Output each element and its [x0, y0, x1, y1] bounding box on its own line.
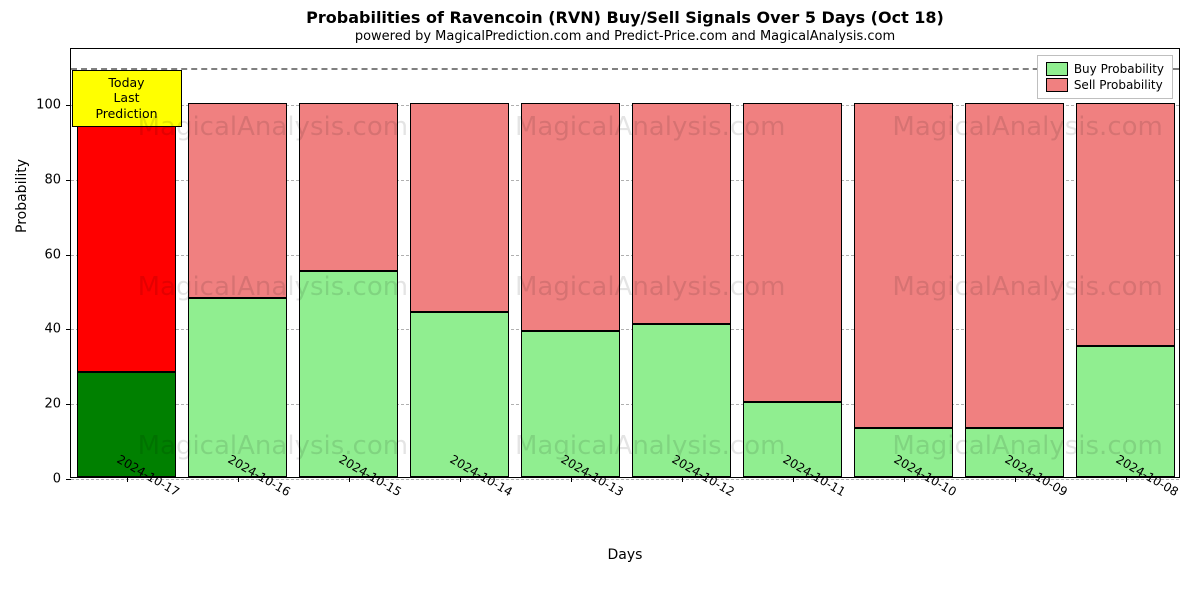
annotation-line1: Today: [81, 75, 173, 91]
annotation-line2: Last Prediction: [81, 90, 173, 121]
ytick-label: 40: [44, 322, 61, 337]
xtick-mark: [904, 477, 905, 482]
buy-bar-segment: [188, 298, 288, 477]
xtick-label: 2024-10-09: [980, 485, 1050, 499]
xtick-label: 2024-10-17: [92, 485, 162, 499]
bar-group: [632, 103, 732, 477]
xtick-label: 2024-10-11: [758, 485, 828, 499]
ytick-mark: [66, 180, 71, 181]
ytick-mark: [66, 105, 71, 106]
xtick-label: 2024-10-12: [647, 485, 717, 499]
bar-group: [299, 103, 399, 477]
xtick-label: 2024-10-14: [425, 485, 495, 499]
bar-group: [965, 103, 1065, 477]
sell-bar-segment: [410, 103, 510, 312]
sell-bar-segment: [632, 103, 732, 324]
bar-group: [188, 103, 288, 477]
xtick-mark: [349, 477, 350, 482]
legend-swatch: [1046, 78, 1068, 92]
buy-bar-segment: [410, 312, 510, 477]
chart-container: Probabilities of Ravencoin (RVN) Buy/Sel…: [0, 0, 1200, 600]
bar-group: [77, 103, 177, 477]
reference-line: [71, 68, 1179, 70]
bar-group: [854, 103, 954, 477]
ytick-label: 100: [36, 98, 61, 113]
bar-group: [521, 103, 621, 477]
ytick-mark: [66, 255, 71, 256]
legend-item: Buy Probability: [1046, 62, 1164, 76]
xtick-mark: [1015, 477, 1016, 482]
today-annotation: TodayLast Prediction: [72, 70, 182, 127]
legend-item: Sell Probability: [1046, 78, 1164, 92]
xtick-label: 2024-10-10: [869, 485, 939, 499]
xtick-mark: [127, 477, 128, 482]
sell-bar-segment: [521, 103, 621, 331]
xtick-mark: [682, 477, 683, 482]
buy-bar-segment: [299, 271, 399, 477]
xtick-label: 2024-10-15: [314, 485, 384, 499]
xtick-label: 2024-10-16: [203, 485, 273, 499]
xtick-mark: [793, 477, 794, 482]
x-axis-label: Days: [608, 547, 643, 563]
ytick-mark: [66, 479, 71, 480]
plot-area: 0204060801002024-10-172024-10-162024-10-…: [70, 48, 1180, 478]
sell-bar-segment: [854, 103, 954, 428]
legend-label: Buy Probability: [1074, 62, 1164, 76]
xtick-mark: [238, 477, 239, 482]
bar-group: [743, 103, 843, 477]
legend: Buy Probability Sell Probability: [1037, 55, 1173, 99]
xtick-label: 2024-10-13: [536, 485, 606, 499]
xtick-label: 2024-10-08: [1091, 485, 1161, 499]
legend-swatch: [1046, 62, 1068, 76]
xtick-mark: [460, 477, 461, 482]
sell-bar-segment: [188, 103, 288, 297]
bar-group: [1076, 103, 1176, 477]
sell-bar-segment: [743, 103, 843, 402]
buy-bar-segment: [632, 324, 732, 477]
ytick-mark: [66, 404, 71, 405]
sell-bar-segment: [77, 103, 177, 372]
sell-bar-segment: [299, 103, 399, 271]
ytick-mark: [66, 329, 71, 330]
sell-bar-segment: [965, 103, 1065, 428]
xtick-mark: [571, 477, 572, 482]
ytick-label: 20: [44, 397, 61, 412]
y-axis-label: Probability: [14, 159, 30, 233]
ytick-label: 60: [44, 247, 61, 262]
sell-bar-segment: [1076, 103, 1176, 346]
ytick-label: 0: [53, 472, 61, 487]
chart-subtitle: powered by MagicalPrediction.com and Pre…: [70, 29, 1180, 44]
bar-group: [410, 103, 510, 477]
ytick-label: 80: [44, 172, 61, 187]
xtick-mark: [1126, 477, 1127, 482]
legend-label: Sell Probability: [1074, 78, 1163, 92]
chart-title: Probabilities of Ravencoin (RVN) Buy/Sel…: [70, 8, 1180, 27]
